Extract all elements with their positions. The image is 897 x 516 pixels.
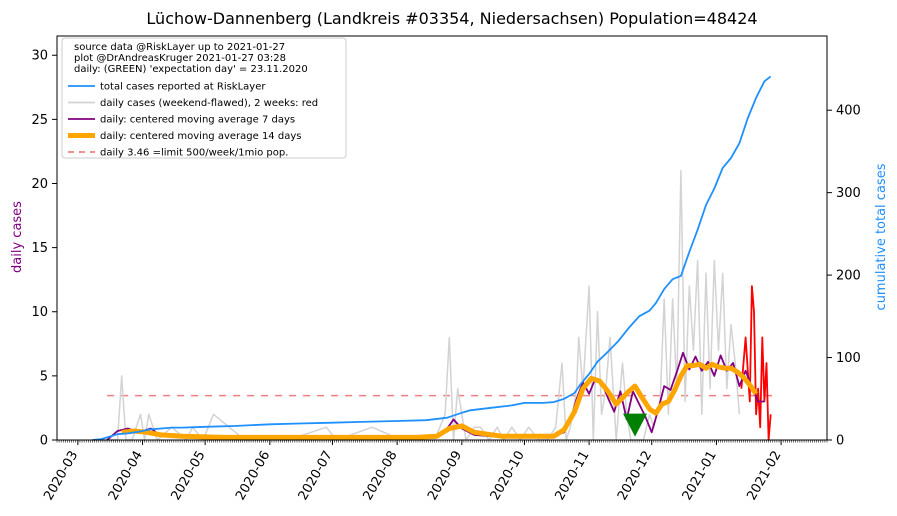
x-tick-label: 2020-11 — [552, 449, 592, 504]
y-left-tick-label: 0 — [40, 434, 48, 449]
y-right-tick-label: 400 — [836, 104, 861, 119]
legend-label: daily: centered moving average 7 days — [100, 115, 295, 126]
y-right-tick-label: 0 — [836, 434, 844, 449]
y-left-tick-label: 20 — [31, 177, 48, 192]
y-right-tick-label: 100 — [836, 351, 861, 366]
legend-label: total cases reported at RiskLayer — [100, 82, 266, 93]
legend: source data @RiskLayer up to 2021-01-27p… — [61, 37, 347, 159]
series-line-daily-centered-moving-average-14-days — [121, 361, 759, 440]
y-left-tick-label: 30 — [31, 49, 48, 64]
y-axis-left-label: daily cases — [10, 201, 25, 273]
y-left-tick-label: 10 — [31, 305, 48, 320]
x-tick-label: 2020-07 — [296, 449, 336, 504]
x-tick-label: 2020-05 — [168, 449, 208, 504]
expectation-day-marker — [623, 413, 648, 437]
x-tick-label: 2020-04 — [106, 449, 146, 504]
x-tick-label: 2021-01 — [680, 449, 720, 504]
series-line-total-cases-reported-at-risklayer — [92, 75, 772, 441]
legend-box — [61, 37, 347, 159]
plot-frame — [56, 35, 828, 441]
legend-label: daily cases (weekend-flawed), 2 weeks: r… — [100, 98, 318, 109]
y-right-tick-label: 200 — [836, 269, 861, 284]
legend-info-line: plot @DrAndreasKruger 2021-01-27 03:28 — [74, 53, 286, 64]
legend-info-line: daily: (GREEN) 'expectation day' = 23.11… — [74, 64, 308, 75]
x-tick-label: 2021-02 — [744, 449, 784, 504]
y-axis-right-label: cumulative total cases — [874, 163, 889, 310]
y-left-tick-label: 5 — [40, 369, 48, 384]
x-tick-label: 2020-10 — [488, 449, 528, 504]
legend-info-line: source data @RiskLayer up to 2021-01-27 — [74, 42, 285, 53]
x-tick-label: 2020-12 — [615, 449, 655, 504]
y-right-tick-label: 300 — [836, 186, 861, 201]
legend-label: daily 3.46 =limit 500/week/1mio pop. — [100, 148, 288, 159]
x-tick-label: 2020-08 — [360, 449, 400, 504]
x-tick-label: 2020-03 — [41, 449, 81, 504]
x-tick-label: 2020-09 — [425, 449, 465, 504]
legend-label: daily: centered moving average 14 days — [100, 131, 301, 142]
y-left-tick-label: 15 — [31, 241, 48, 256]
x-tick-label: 2020-06 — [233, 449, 273, 504]
series-line-daily-cases-last-2-weeks — [740, 285, 772, 441]
chart-title: Lüchow-Dannenberg (Landkreis #03354, Nie… — [146, 9, 757, 28]
y-left-tick-label: 25 — [31, 113, 48, 128]
